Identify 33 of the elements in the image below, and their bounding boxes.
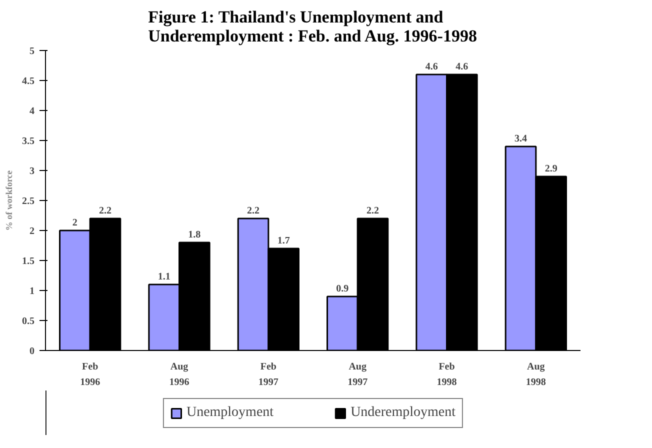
x-tick-label: Aug 1998 (526, 362, 546, 388)
y-tick-label: 4 (30, 106, 34, 117)
legend-label: Unemployment (186, 404, 274, 420)
x-tick-label: Feb 1997 (258, 362, 278, 388)
data-label: 2.2 (98, 206, 112, 216)
data-label: 1.8 (188, 230, 201, 240)
y-tick-label: 0.5 (22, 316, 34, 327)
legend-label: Underemployment (350, 404, 456, 420)
data-label: 2.2 (247, 206, 260, 216)
y-tick-label: 3 (30, 166, 34, 177)
x-tick-label: Aug 1996 (169, 362, 190, 388)
data-label: 2.9 (544, 164, 558, 174)
chart-title: Figure 1: Thailand's Unemployment and Underemployment : Feb. and Aug. 1996-1998 (148, 8, 477, 46)
data-label: 1.7 (277, 236, 290, 246)
y-axis-title: % of workforce (4, 170, 14, 231)
y-tick-label: 2 (30, 226, 34, 237)
x-tick-label: Aug 1997 (348, 362, 368, 388)
data-label: 4.6 (456, 62, 468, 72)
data-label: 2.2 (366, 206, 379, 216)
data-label: 1.1 (158, 272, 170, 282)
data-label: 0.9 (336, 284, 349, 294)
y-tick-label: 3.5 (22, 136, 34, 147)
y-tick-label: 1 (30, 286, 34, 297)
x-tick-label: Feb 1998 (436, 362, 457, 388)
y-tick-label: 0 (30, 346, 34, 357)
y-tick-label: 4.5 (22, 76, 34, 87)
y-tick-label: 2.5 (22, 196, 34, 207)
x-tick-label: Feb 1996 (80, 362, 100, 388)
y-tick-label: 5 (30, 46, 34, 57)
data-label: 3.4 (514, 134, 528, 144)
data-label: 4.6 (425, 62, 438, 72)
y-tick-label: 1.5 (22, 256, 34, 267)
data-label: 2 (72, 218, 78, 228)
